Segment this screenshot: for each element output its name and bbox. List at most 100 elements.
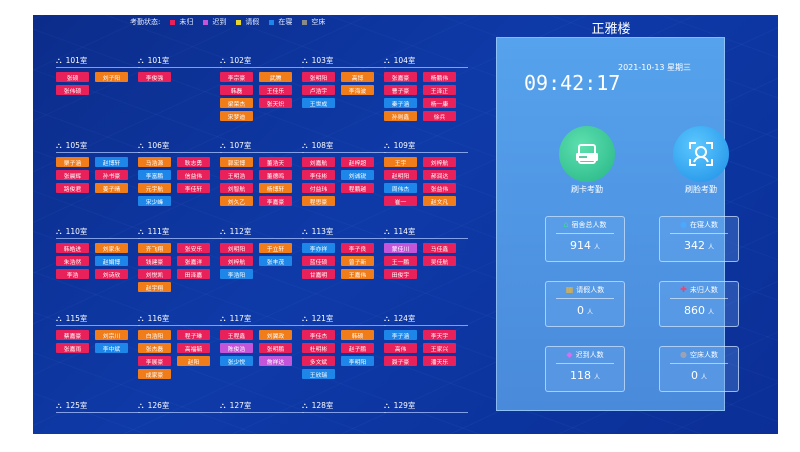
student-tag[interactable]: 赵子鹏 bbox=[341, 343, 374, 353]
student-tag[interactable]: 刘翼政 bbox=[259, 330, 292, 340]
student-tag[interactable]: 刘久乙 bbox=[220, 196, 253, 206]
student-tag[interactable]: 耿志勇 bbox=[177, 157, 210, 167]
student-tag[interactable]: 孙书豪 bbox=[95, 170, 128, 180]
student-tag[interactable]: 蔡嘉豪 bbox=[56, 330, 89, 340]
student-tag[interactable]: 张少悦 bbox=[220, 356, 253, 366]
student-tag[interactable]: 赵宇翔 bbox=[138, 282, 171, 292]
student-tag[interactable]: 张安乐 bbox=[177, 243, 210, 253]
student-tag[interactable]: 潘天乐 bbox=[423, 356, 456, 366]
student-tag[interactable]: 卢浩宇 bbox=[302, 85, 335, 95]
student-tag[interactable]: 周伟杰 bbox=[384, 183, 417, 193]
student-tag[interactable]: 武腾 bbox=[259, 72, 292, 82]
student-tag[interactable]: 甘嘉明 bbox=[302, 269, 335, 279]
student-tag[interactable]: 宋梦迪 bbox=[220, 111, 253, 121]
student-tag[interactable]: 刘宗川 bbox=[95, 330, 128, 340]
student-tag[interactable]: 高福毓 bbox=[177, 343, 210, 353]
student-tag[interactable]: 刘智航 bbox=[220, 183, 253, 193]
student-tag[interactable]: 信益伟 bbox=[177, 170, 210, 180]
student-tag[interactable]: 詹祥达 bbox=[259, 356, 292, 366]
student-tag[interactable]: 刘明阳 bbox=[220, 243, 253, 253]
student-tag[interactable]: 李嘉豪 bbox=[259, 196, 292, 206]
student-tag[interactable]: 刘诗欣 bbox=[95, 269, 128, 279]
student-tag[interactable]: 张丰茂 bbox=[259, 256, 292, 266]
student-tag[interactable]: 秦子涵 bbox=[384, 98, 417, 108]
student-tag[interactable]: 张明鹏 bbox=[259, 343, 292, 353]
face-scan-button[interactable] bbox=[673, 126, 729, 182]
student-tag[interactable]: 孙则鑫 bbox=[384, 111, 417, 121]
student-tag[interactable]: 程子琳 bbox=[177, 330, 210, 340]
student-tag[interactable]: 李明阳 bbox=[341, 356, 374, 366]
student-tag[interactable]: 李中斌 bbox=[95, 343, 128, 353]
student-tag[interactable]: 刘悦凯 bbox=[138, 269, 171, 279]
student-tag[interactable]: 王程鑫 bbox=[220, 330, 253, 340]
student-tag[interactable]: 田俊宇 bbox=[384, 269, 417, 279]
student-tag[interactable]: 张嘉雨 bbox=[56, 343, 89, 353]
student-tag[interactable]: 成家豪 bbox=[138, 369, 171, 379]
student-tag[interactable]: 高博 bbox=[341, 72, 374, 82]
student-tag[interactable]: 张杰磊 bbox=[138, 343, 171, 353]
student-tag[interactable]: 崔一 bbox=[384, 196, 417, 206]
student-tag[interactable]: 刘嘉航 bbox=[302, 157, 335, 167]
student-tag[interactable]: 齐飞翔 bbox=[138, 243, 171, 253]
student-tag[interactable]: 聂子豪 bbox=[384, 356, 417, 366]
student-tag[interactable]: 栗子涵 bbox=[56, 157, 89, 167]
student-tag[interactable]: 张嘉豪 bbox=[384, 72, 417, 82]
student-tag[interactable]: 梁荣杰 bbox=[220, 98, 253, 108]
student-tag[interactable]: 杨一康 bbox=[423, 98, 456, 108]
student-tag[interactable]: 高伟 bbox=[384, 343, 417, 353]
student-tag[interactable]: 刘子阳 bbox=[95, 72, 128, 82]
student-tag[interactable]: 杨博轩 bbox=[259, 183, 292, 193]
student-tag[interactable]: 赵博轩 bbox=[95, 157, 128, 167]
student-tag[interactable]: 张明阳 bbox=[302, 72, 335, 82]
student-tag[interactable]: 田泽嘉 bbox=[177, 269, 210, 279]
student-tag[interactable]: 程思豪 bbox=[302, 196, 335, 206]
student-tag[interactable]: 杨鹏伟 bbox=[423, 72, 456, 82]
student-tag[interactable]: 王嘉伟 bbox=[341, 269, 374, 279]
student-tag[interactable]: 李浩阳 bbox=[220, 269, 253, 279]
student-tag[interactable]: 董德鸣 bbox=[259, 170, 292, 180]
student-tag[interactable]: 陈俊浩 bbox=[220, 343, 253, 353]
student-tag[interactable]: 曾子新 bbox=[341, 256, 374, 266]
student-tag[interactable]: 李子涵 bbox=[384, 330, 417, 340]
student-tag[interactable]: 张益伟 bbox=[423, 183, 456, 193]
student-tag[interactable]: 李佳轩 bbox=[177, 183, 210, 193]
student-tag[interactable]: 李亦祥 bbox=[302, 243, 335, 253]
student-tag[interactable]: 刘梓航 bbox=[423, 157, 456, 167]
card-swipe-button[interactable] bbox=[559, 126, 615, 182]
student-tag[interactable]: 李浩 bbox=[56, 269, 89, 279]
student-tag[interactable]: 赵娟博 bbox=[95, 256, 128, 266]
student-tag[interactable]: 元宇航 bbox=[138, 183, 171, 193]
student-tag[interactable]: 董浩天 bbox=[259, 157, 292, 167]
student-tag[interactable]: 王明浩 bbox=[220, 170, 253, 180]
student-tag[interactable]: 付益玮 bbox=[302, 183, 335, 193]
student-tag[interactable]: 赵梓超 bbox=[341, 157, 374, 167]
student-tag[interactable]: 赵明阳 bbox=[384, 170, 417, 180]
student-tag[interactable]: 李俊强 bbox=[138, 72, 171, 82]
student-tag[interactable]: 白浩阳 bbox=[138, 330, 171, 340]
student-tag[interactable]: 张晨辉 bbox=[56, 170, 89, 180]
student-tag[interactable]: 刘诚锐 bbox=[341, 170, 374, 180]
student-tag[interactable]: 李宗豪 bbox=[220, 72, 253, 82]
student-tag[interactable]: 韩磊 bbox=[220, 85, 253, 95]
student-tag[interactable]: 程鹏越 bbox=[341, 183, 374, 193]
student-tag[interactable]: 蓝佳硕 bbox=[302, 256, 335, 266]
student-tag[interactable]: 刘家永 bbox=[95, 243, 128, 253]
student-tag[interactable]: 王世成 bbox=[302, 98, 335, 108]
student-tag[interactable]: 马佳鑫 bbox=[423, 243, 456, 253]
student-tag[interactable]: 王家兴 bbox=[423, 343, 456, 353]
student-tag[interactable]: 马浩源 bbox=[138, 157, 171, 167]
student-tag[interactable]: 于立轩 bbox=[259, 243, 292, 253]
student-tag[interactable]: 郝润达 bbox=[423, 170, 456, 180]
student-tag[interactable]: 韩硕 bbox=[341, 330, 374, 340]
student-tag[interactable]: 张伟硕 bbox=[56, 85, 89, 95]
student-tag[interactable]: 李展豪 bbox=[138, 356, 171, 366]
student-tag[interactable]: 王宇 bbox=[384, 157, 417, 167]
student-tag[interactable]: 多文斌 bbox=[302, 356, 335, 366]
student-tag[interactable]: 李天宇 bbox=[423, 330, 456, 340]
student-tag[interactable]: 张嘉洋 bbox=[177, 256, 210, 266]
student-tag[interactable]: 郭宏博 bbox=[220, 157, 253, 167]
student-tag[interactable]: 李佳彬 bbox=[302, 170, 335, 180]
student-tag[interactable]: 杜明彬 bbox=[302, 343, 335, 353]
student-tag[interactable]: 张天炽 bbox=[259, 98, 292, 108]
student-tag[interactable]: 王佳乐 bbox=[259, 85, 292, 95]
